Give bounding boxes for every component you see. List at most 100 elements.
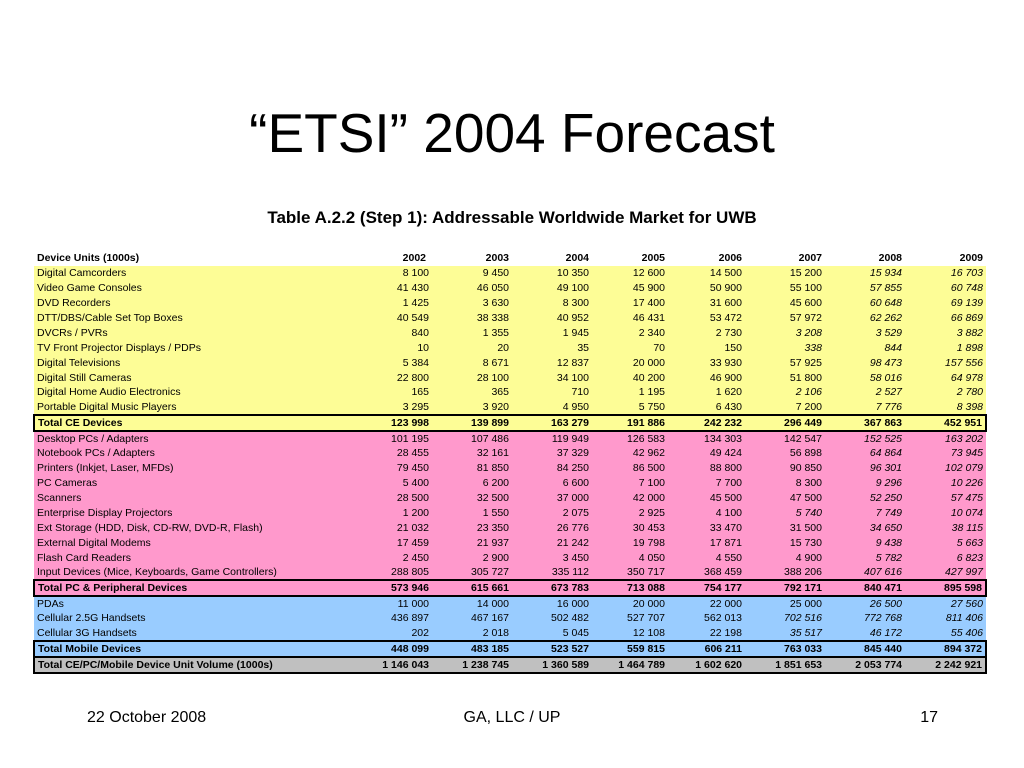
value-cell: 10 226 (905, 475, 986, 491)
value-cell: 27 560 (905, 596, 986, 612)
value-cell: 2 780 (905, 385, 986, 400)
row-label: Total CE Devices (33, 413, 352, 432)
value-cell: 1 146 043 (352, 655, 432, 674)
value-cell: 1 355 (432, 325, 512, 341)
value-cell: 55 100 (745, 280, 825, 296)
value-cell: 3 529 (825, 325, 905, 341)
value-cell: 107 486 (432, 430, 512, 446)
value-cell: 20 000 (592, 355, 668, 371)
value-cell: 2 925 (592, 505, 668, 521)
value-cell: 1 620 (668, 385, 745, 400)
value-cell: 7 776 (825, 399, 905, 415)
value-cell: 57 855 (825, 280, 905, 296)
row-label: Digital Televisions (34, 355, 352, 371)
value-cell: 32 500 (432, 490, 512, 506)
value-cell: 33 470 (668, 520, 745, 536)
table-row: Ext Storage (HDD, Disk, CD-RW, DVD-R, Fl… (34, 520, 986, 536)
value-cell: 41 430 (352, 280, 432, 296)
total-row: Total CE Devices 123 998 139 899 163 279 191… (33, 413, 987, 432)
value-cell: 2 900 (432, 550, 512, 566)
value-cell: 7 749 (825, 505, 905, 521)
value-cell: 2 053 774 (825, 655, 905, 674)
value-cell: 523 527 (512, 639, 592, 658)
value-cell: 20 (432, 340, 512, 356)
value-cell: 21 937 (432, 535, 512, 551)
value-cell: 142 547 (745, 430, 825, 446)
table-row: PC Cameras 5 400 6 200 6 600 7 100 7 700 8 300… (34, 475, 986, 491)
label-column-header: Device Units (1000s) (34, 251, 352, 266)
value-cell: 6 823 (905, 550, 986, 566)
table-row: Printers (Inkjet, Laser, MFDs) 79 450 81 8… (34, 460, 986, 476)
value-cell: 6 430 (668, 399, 745, 415)
value-cell: 40 952 (512, 310, 592, 326)
row-label: Cellular 3G Handsets (34, 625, 352, 641)
table-row: Desktop PCs / Adapters 101 195 107 486 119 … (34, 430, 986, 446)
value-cell: 4 100 (668, 505, 745, 521)
value-cell: 96 301 (825, 460, 905, 476)
value-cell: 64 864 (825, 445, 905, 461)
value-cell: 2 450 (352, 550, 432, 566)
value-cell: 1 945 (512, 325, 592, 341)
value-cell: 20 000 (592, 596, 668, 612)
row-label: TV Front Projector Displays / PDPs (34, 340, 352, 356)
value-cell: 12 108 (592, 625, 668, 641)
value-cell: 10 350 (512, 265, 592, 281)
value-cell: 35 517 (745, 625, 825, 641)
value-cell: 1 464 789 (592, 655, 668, 674)
table-row: Video Game Consoles 41 430 46 050 49 100 45 … (34, 280, 986, 296)
year-header: 2008 (825, 251, 905, 266)
value-cell: 15 934 (825, 265, 905, 281)
value-cell: 126 583 (592, 430, 668, 446)
value-cell: 57 475 (905, 490, 986, 506)
value-cell: 58 016 (825, 370, 905, 386)
total-row: Total Mobile Devices 448 099 483 185 523 52… (33, 639, 987, 658)
value-cell: 5 740 (745, 505, 825, 521)
row-label: External Digital Modems (34, 535, 352, 551)
value-cell: 388 206 (745, 565, 825, 581)
value-cell: 22 800 (352, 370, 432, 386)
value-cell: 5 782 (825, 550, 905, 566)
value-cell: 55 406 (905, 625, 986, 641)
value-cell: 37 000 (512, 490, 592, 506)
value-cell: 5 750 (592, 399, 668, 415)
value-cell: 26 500 (825, 596, 905, 612)
row-label: Printers (Inkjet, Laser, MFDs) (34, 460, 352, 476)
value-cell: 38 338 (432, 310, 512, 326)
value-cell: 6 600 (512, 475, 592, 491)
value-cell: 46 431 (592, 310, 668, 326)
value-cell: 763 033 (745, 639, 825, 658)
value-cell: 165 (352, 385, 432, 400)
value-cell: 335 112 (512, 565, 592, 581)
value-cell: 2 106 (745, 385, 825, 400)
value-cell: 57 925 (745, 355, 825, 371)
value-cell: 17 400 (592, 295, 668, 311)
value-cell: 5 045 (512, 625, 592, 641)
value-cell: 84 250 (512, 460, 592, 476)
value-cell: 1 898 (905, 340, 986, 356)
value-cell: 12 600 (592, 265, 668, 281)
value-cell: 1 425 (352, 295, 432, 311)
value-cell: 2 242 921 (905, 655, 987, 674)
value-cell: 60 748 (905, 280, 986, 296)
value-cell: 21 032 (352, 520, 432, 536)
row-label: PC Cameras (34, 475, 352, 491)
value-cell: 305 727 (432, 565, 512, 581)
value-cell: 448 099 (352, 639, 432, 658)
value-cell: 31 600 (668, 295, 745, 311)
value-cell: 615 661 (432, 579, 512, 598)
header-row: Device Units (1000s) 2002 2003 2004 2005… (34, 251, 986, 266)
value-cell: 163 279 (512, 413, 592, 432)
value-cell: 102 079 (905, 460, 986, 476)
value-cell: 28 500 (352, 490, 432, 506)
value-cell: 4 950 (512, 399, 592, 415)
value-cell: 62 262 (825, 310, 905, 326)
table-row: External Digital Modems 17 459 21 937 21 24… (34, 535, 986, 551)
value-cell: 3 450 (512, 550, 592, 566)
value-cell: 17 871 (668, 535, 745, 551)
value-cell: 23 350 (432, 520, 512, 536)
value-cell: 8 300 (745, 475, 825, 491)
grand-total-row: Total CE/PC/Mobile Device Unit Volume (1… (33, 655, 987, 674)
value-cell: 9 438 (825, 535, 905, 551)
value-cell: 15 730 (745, 535, 825, 551)
value-cell: 894 372 (905, 639, 987, 658)
